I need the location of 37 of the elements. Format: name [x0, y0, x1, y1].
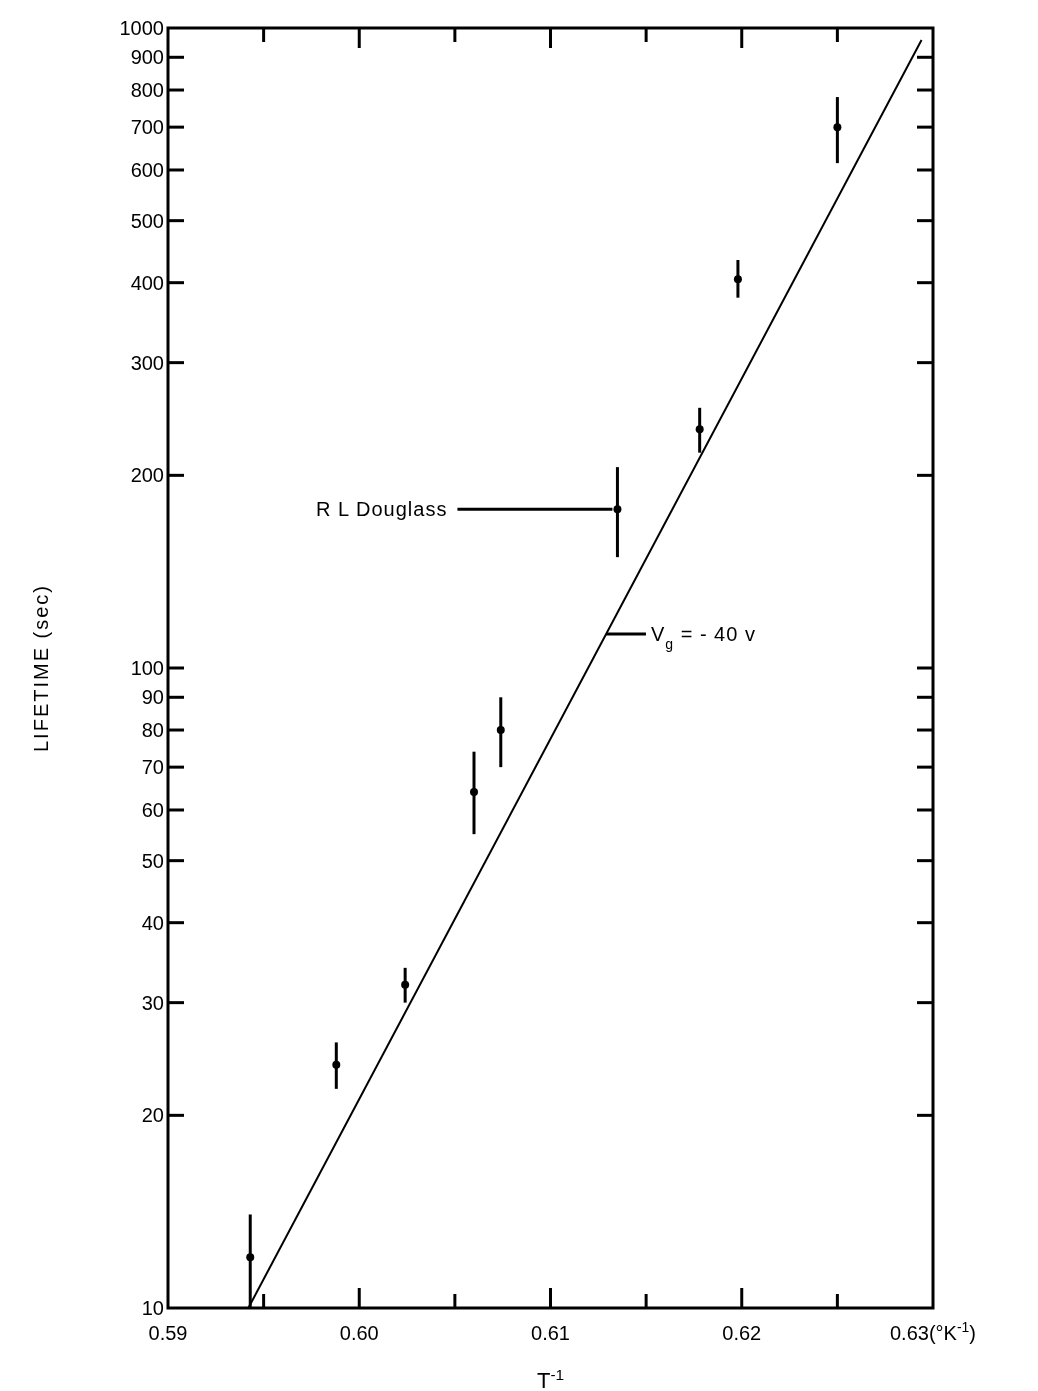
y-tick-label: 900 [130, 46, 164, 69]
y-axis-title: LIFETIME (sec) [30, 583, 52, 753]
x-axis-title: T$^{-1}$ [536, 1365, 565, 1391]
point [332, 1060, 341, 1069]
x-tick-label: 0.62 [722, 1322, 762, 1344]
point [470, 788, 478, 797]
y-tick-label: 30 [141, 991, 164, 1014]
y-tick-label: 100 [130, 657, 164, 679]
y-tick-label: 800 [130, 79, 164, 102]
point [695, 425, 704, 434]
y-tick-label: 300 [130, 351, 164, 374]
x-tick-label: 0.63(°K$^{-1}$) [889, 1319, 977, 1344]
point [401, 980, 410, 989]
y-tick-label: 10 [141, 1297, 164, 1319]
annotation: R L Douglass [316, 498, 448, 521]
point [613, 505, 622, 514]
y-tick-label: 60 [141, 798, 164, 821]
x-tick-label: 0.60 [339, 1322, 379, 1344]
y-tick-label: 70 [141, 756, 164, 779]
y-tick-label: 700 [130, 116, 164, 139]
y-tick-label: 80 [141, 719, 164, 742]
point [246, 1253, 255, 1262]
x-tick-label: 0.61 [531, 1322, 570, 1344]
point [496, 726, 505, 735]
y-tick-label: 20 [141, 1104, 164, 1127]
y-tick-label: 600 [130, 158, 164, 181]
y-tick-label: 50 [141, 849, 164, 872]
x-tick-label: 0.59 [148, 1322, 188, 1344]
annotation: V$_{g}$ = - 40 v [650, 623, 756, 653]
y-tick-label: 500 [130, 209, 164, 232]
y-tick-label: 400 [130, 271, 164, 294]
y-tick-label: 90 [141, 686, 164, 709]
y-tick-label: 40 [141, 911, 164, 934]
y-tick-label: 200 [130, 464, 164, 487]
point [833, 123, 842, 132]
y-tick-label: 1000 [119, 17, 164, 39]
point [733, 275, 742, 284]
